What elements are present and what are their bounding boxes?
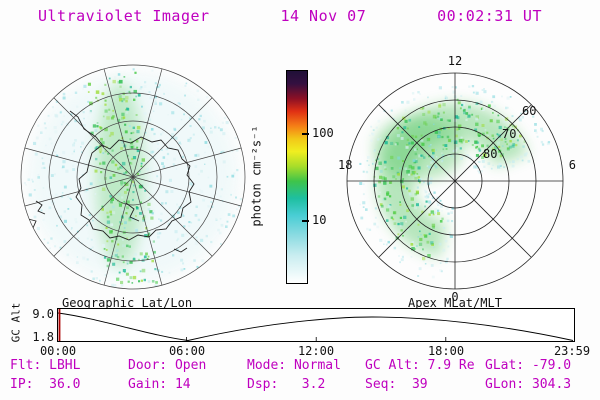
status-door: Door: Open (128, 358, 207, 373)
colorbar-tick-10 (302, 220, 309, 222)
status-seq: Seq: 39 (365, 377, 428, 392)
title-bar: Ultraviolet Imager 14 Nov 07 00:02:31 UT (0, 7, 600, 25)
xtick-0000: 00:00 (39, 344, 77, 358)
mlat-polar-plot: 12 0 18 6 60 70 80 (338, 54, 576, 303)
mlt-label-12: 12 (448, 54, 462, 68)
status-glat: GLat: -79.0 (485, 358, 572, 373)
gc-alt-ymin: 1.8 (32, 330, 54, 344)
mlat-label-60: 60 (522, 104, 536, 118)
colorbar-ticklabel-10: 10 (312, 213, 327, 227)
status-mode: Mode: Normal (247, 358, 341, 373)
strip-frame (57, 308, 575, 342)
colorbar-label: photon cm⁻²s⁻¹ (250, 125, 264, 227)
left-panel-caption: Geographic Lat/Lon (62, 296, 193, 310)
gc-alt-curve (57, 312, 574, 341)
status-glon: GLon: 304.3 (485, 377, 572, 392)
mlat-label-80: 80 (483, 147, 497, 161)
status-gain: Gain: 14 (128, 377, 191, 392)
status-dsp: Dsp: 3.2 (247, 377, 326, 392)
mlt-label-0: 0 (451, 290, 458, 303)
colorbar-label-wrap: photon cm⁻²s⁻¹ (248, 70, 266, 282)
colorbar-ticklabel-100: 100 (312, 126, 334, 140)
xtick-1800: 18:00 (427, 344, 465, 358)
colorbar-tick-100 (302, 133, 309, 135)
xtick-0600: 06:00 (168, 344, 206, 358)
time-display: 00:02:31 UT (437, 7, 542, 25)
date-display: 14 Nov 07 (280, 7, 367, 25)
polar-grid (346, 72, 564, 290)
coastline (27, 110, 195, 253)
right-panel-caption: Apex MLat/MLT (408, 296, 502, 310)
status-gc-alt: GC Alt: 7.9 Re (365, 358, 475, 373)
mlt-label-18: 18 (338, 158, 352, 172)
colorbar (286, 70, 308, 284)
xtick-1200: 12:00 (297, 344, 335, 358)
status-flt: Flt: LBHL (10, 358, 81, 373)
gc-alt-axis-label: GC Alt (9, 302, 23, 343)
mlt-label-6: 6 (569, 158, 576, 172)
mlat-label-70: 70 (502, 127, 516, 141)
xtick-2359: 23:59 (553, 344, 591, 358)
status-ip: IP: 36.0 (10, 377, 81, 392)
page-title: Ultraviolet Imager (38, 7, 210, 25)
geo-map (20, 64, 246, 290)
gc-alt-ymax: 9.0 (32, 307, 54, 321)
gc-alt-strip (57, 308, 575, 342)
